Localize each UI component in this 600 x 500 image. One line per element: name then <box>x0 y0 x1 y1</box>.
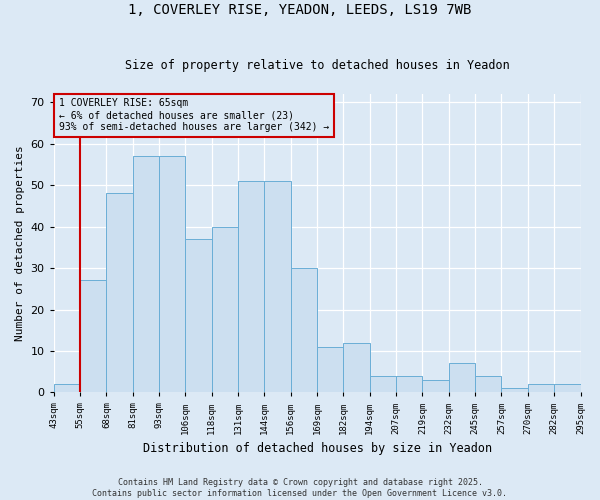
Bar <box>475 376 502 392</box>
Bar <box>343 342 370 392</box>
Bar <box>317 347 343 393</box>
X-axis label: Distribution of detached houses by size in Yeadon: Distribution of detached houses by size … <box>143 442 491 455</box>
Title: Size of property relative to detached houses in Yeadon: Size of property relative to detached ho… <box>125 59 509 72</box>
Bar <box>185 239 212 392</box>
Bar <box>422 380 449 392</box>
Bar <box>106 194 133 392</box>
Bar <box>212 226 238 392</box>
Bar <box>370 376 396 392</box>
Bar <box>449 364 475 392</box>
Text: 1, COVERLEY RISE, YEADON, LEEDS, LS19 7WB: 1, COVERLEY RISE, YEADON, LEEDS, LS19 7W… <box>128 2 472 16</box>
Bar <box>133 156 159 392</box>
Y-axis label: Number of detached properties: Number of detached properties <box>15 146 25 341</box>
Bar <box>291 268 317 392</box>
Bar <box>502 388 528 392</box>
Bar <box>238 181 265 392</box>
Bar <box>554 384 581 392</box>
Bar <box>396 376 422 392</box>
Bar <box>80 280 106 392</box>
Text: 1 COVERLEY RISE: 65sqm
← 6% of detached houses are smaller (23)
93% of semi-deta: 1 COVERLEY RISE: 65sqm ← 6% of detached … <box>59 98 329 132</box>
Bar <box>265 181 291 392</box>
Text: Contains HM Land Registry data © Crown copyright and database right 2025.
Contai: Contains HM Land Registry data © Crown c… <box>92 478 508 498</box>
Bar <box>528 384 554 392</box>
Bar <box>54 384 80 392</box>
Bar <box>159 156 185 392</box>
